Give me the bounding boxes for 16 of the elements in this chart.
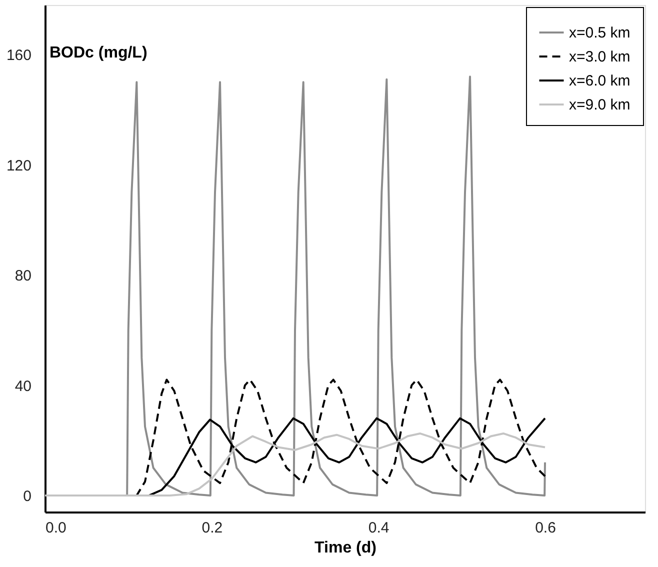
y-axis-title: BODc (mg/L): [50, 44, 148, 62]
legend-label: x=6.0 km: [569, 72, 630, 90]
y-tick-label: 120: [6, 157, 32, 174]
y-tick-label: 160: [6, 47, 32, 64]
y-tick-label: 40: [14, 378, 32, 395]
legend-label: x=3.0 km: [569, 48, 630, 66]
x-tick-label: 0.2: [202, 520, 223, 536]
x-tick-label: 0.4: [368, 520, 390, 536]
x-tick-label: 0.6: [535, 520, 556, 536]
line-series: [45, 432, 546, 496]
legend-label: x=9.0 km: [569, 96, 630, 114]
y-tick-label: 0: [23, 488, 32, 505]
x-tick-label: 0.0: [46, 520, 66, 536]
x-axis-title: Time (d): [314, 540, 376, 556]
legend-label: x=0.5 km: [569, 24, 630, 42]
y-tick-label: 80: [14, 268, 32, 285]
